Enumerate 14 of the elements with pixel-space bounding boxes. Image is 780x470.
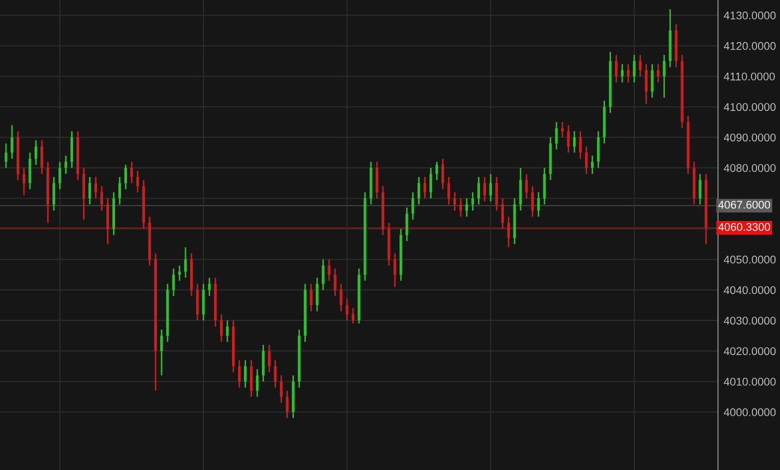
y-tick-label: 4110.0000 [724, 72, 775, 80]
ref-line-label: 4067.6000 [718, 200, 770, 209]
y-tick-label: 4010.0000 [724, 378, 776, 386]
y-tick-label: 4000.0000 [724, 408, 776, 416]
y-tick-label: 4020.0000 [724, 347, 776, 356]
ref-line-label: 4060.3300 [718, 223, 770, 231]
y-tick-label: 4040.0000 [724, 286, 776, 294]
y-tick-label: 4080.0000 [724, 164, 776, 172]
y-tick-label: 4120.0000 [724, 42, 776, 50]
y-tick-label: 4130.0000 [724, 12, 776, 20]
y-tick-label: 4090.0000 [724, 134, 776, 142]
y-tick-label: 4030.0000 [724, 316, 776, 325]
y-tick-label: 4050.0000 [724, 256, 776, 264]
y-tick-label: 4100.0000 [724, 103, 776, 111]
